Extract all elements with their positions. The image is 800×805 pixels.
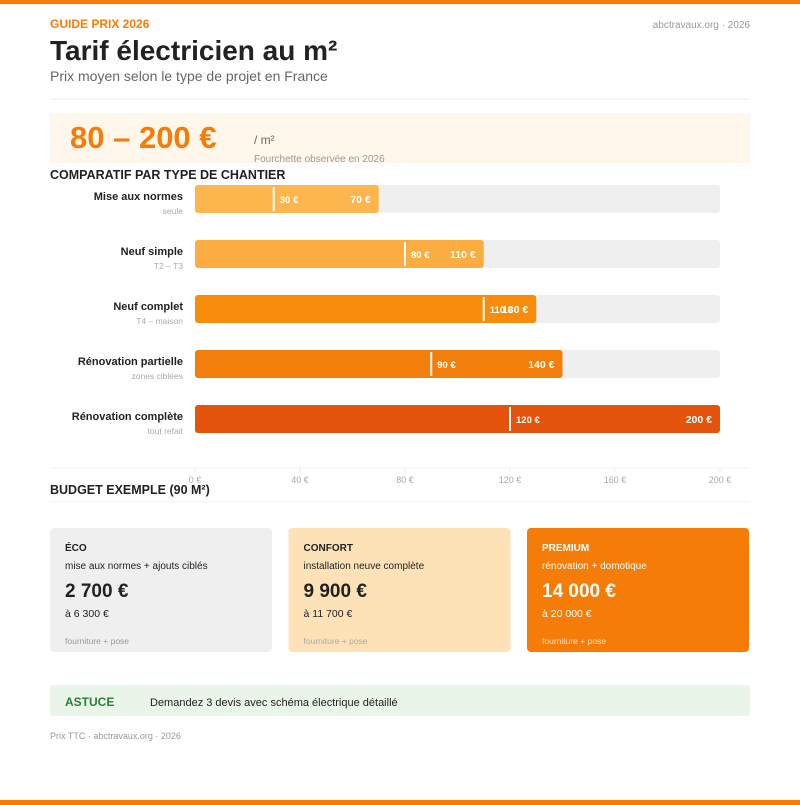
- hero-note: Fourchette observée en 2026: [254, 154, 385, 165]
- x-tick-label: 200 €: [709, 475, 732, 485]
- budget-title: BUDGET EXEMPLE (90 M²): [50, 483, 210, 497]
- category-sublabel: T2 – T3: [154, 261, 183, 271]
- bottom-band: [0, 800, 800, 805]
- category-sublabel: zones ciblées: [131, 371, 183, 381]
- low-label: 120 €: [516, 415, 540, 426]
- x-tick-label: 80 €: [396, 475, 414, 485]
- card-desc: mise aux normes + ajouts ciblés: [65, 561, 208, 572]
- bar: [195, 185, 379, 213]
- category-label: Mise aux normes: [94, 191, 183, 203]
- x-tick-label: 40 €: [291, 475, 309, 485]
- title: Tarif électricien au m²: [50, 35, 337, 66]
- category-label: Neuf complet: [113, 301, 183, 313]
- category-sublabel: tout refait: [148, 426, 184, 436]
- card-label: PREMIUM: [542, 543, 589, 554]
- card-upper: à 11 700 €: [304, 608, 353, 620]
- hero-unit: / m²: [254, 133, 275, 147]
- card-desc: rénovation + domotique: [542, 561, 647, 572]
- category-sublabel: T4 – maison: [136, 316, 183, 326]
- card-upper: à 20 000 €: [542, 608, 592, 620]
- high-label: 70 €: [350, 194, 371, 206]
- top-band: [0, 0, 800, 4]
- bar: [195, 350, 563, 378]
- card-label: ÉCO: [65, 541, 87, 554]
- card-desc: installation neuve complète: [304, 561, 425, 572]
- card-foot: fourniture + pose: [65, 636, 129, 646]
- card-foot: fourniture + pose: [304, 636, 368, 646]
- high-label: 110 €: [450, 249, 476, 261]
- hero-box: [50, 113, 750, 163]
- card-price: 9 900 €: [304, 581, 368, 602]
- tip-text: Demandez 3 devis avec schéma électrique …: [150, 697, 398, 709]
- bar: [195, 240, 484, 268]
- low-label: 30 €: [280, 195, 299, 206]
- category-label: Rénovation complète: [72, 411, 183, 423]
- category-label: Neuf simple: [121, 246, 183, 258]
- category-label: Rénovation partielle: [78, 356, 183, 368]
- chart-title: COMPARATIF PAR TYPE DE CHANTIER: [50, 168, 285, 182]
- hero-range: 80 – 200 €: [70, 120, 217, 155]
- low-label: 90 €: [437, 360, 456, 371]
- low-label: 80 €: [411, 250, 430, 261]
- low-label: 110 €: [490, 305, 514, 316]
- footer: Prix TTC · abctravaux.org · 2026: [50, 731, 181, 741]
- card-price: 14 000 €: [542, 581, 616, 602]
- budget-card: [288, 528, 511, 652]
- category-sublabel: seule: [163, 206, 184, 216]
- tip-label: ASTUCE: [65, 695, 114, 709]
- bar: [195, 405, 720, 433]
- x-tick-label: 120 €: [499, 475, 522, 485]
- card-upper: à 6 300 €: [65, 608, 109, 620]
- x-tick-label: 160 €: [604, 475, 627, 485]
- kicker: GUIDE PRIX 2026: [50, 17, 150, 31]
- tip-box: [50, 685, 750, 716]
- high-label: 200 €: [686, 414, 712, 426]
- card-price: 2 700 €: [65, 581, 129, 602]
- bar: [195, 295, 537, 323]
- card-foot: fourniture + pose: [542, 636, 606, 646]
- high-label: 130 €: [502, 304, 528, 316]
- source: abctravaux.org · 2026: [653, 20, 751, 31]
- budget-card: [50, 528, 272, 652]
- subtitle: Prix moyen selon le type de projet en Fr…: [50, 68, 328, 84]
- high-label: 140 €: [528, 359, 554, 371]
- x-tick-label: 0 €: [189, 475, 202, 485]
- budget-card: [527, 528, 749, 652]
- card-label: CONFORT: [304, 543, 353, 554]
